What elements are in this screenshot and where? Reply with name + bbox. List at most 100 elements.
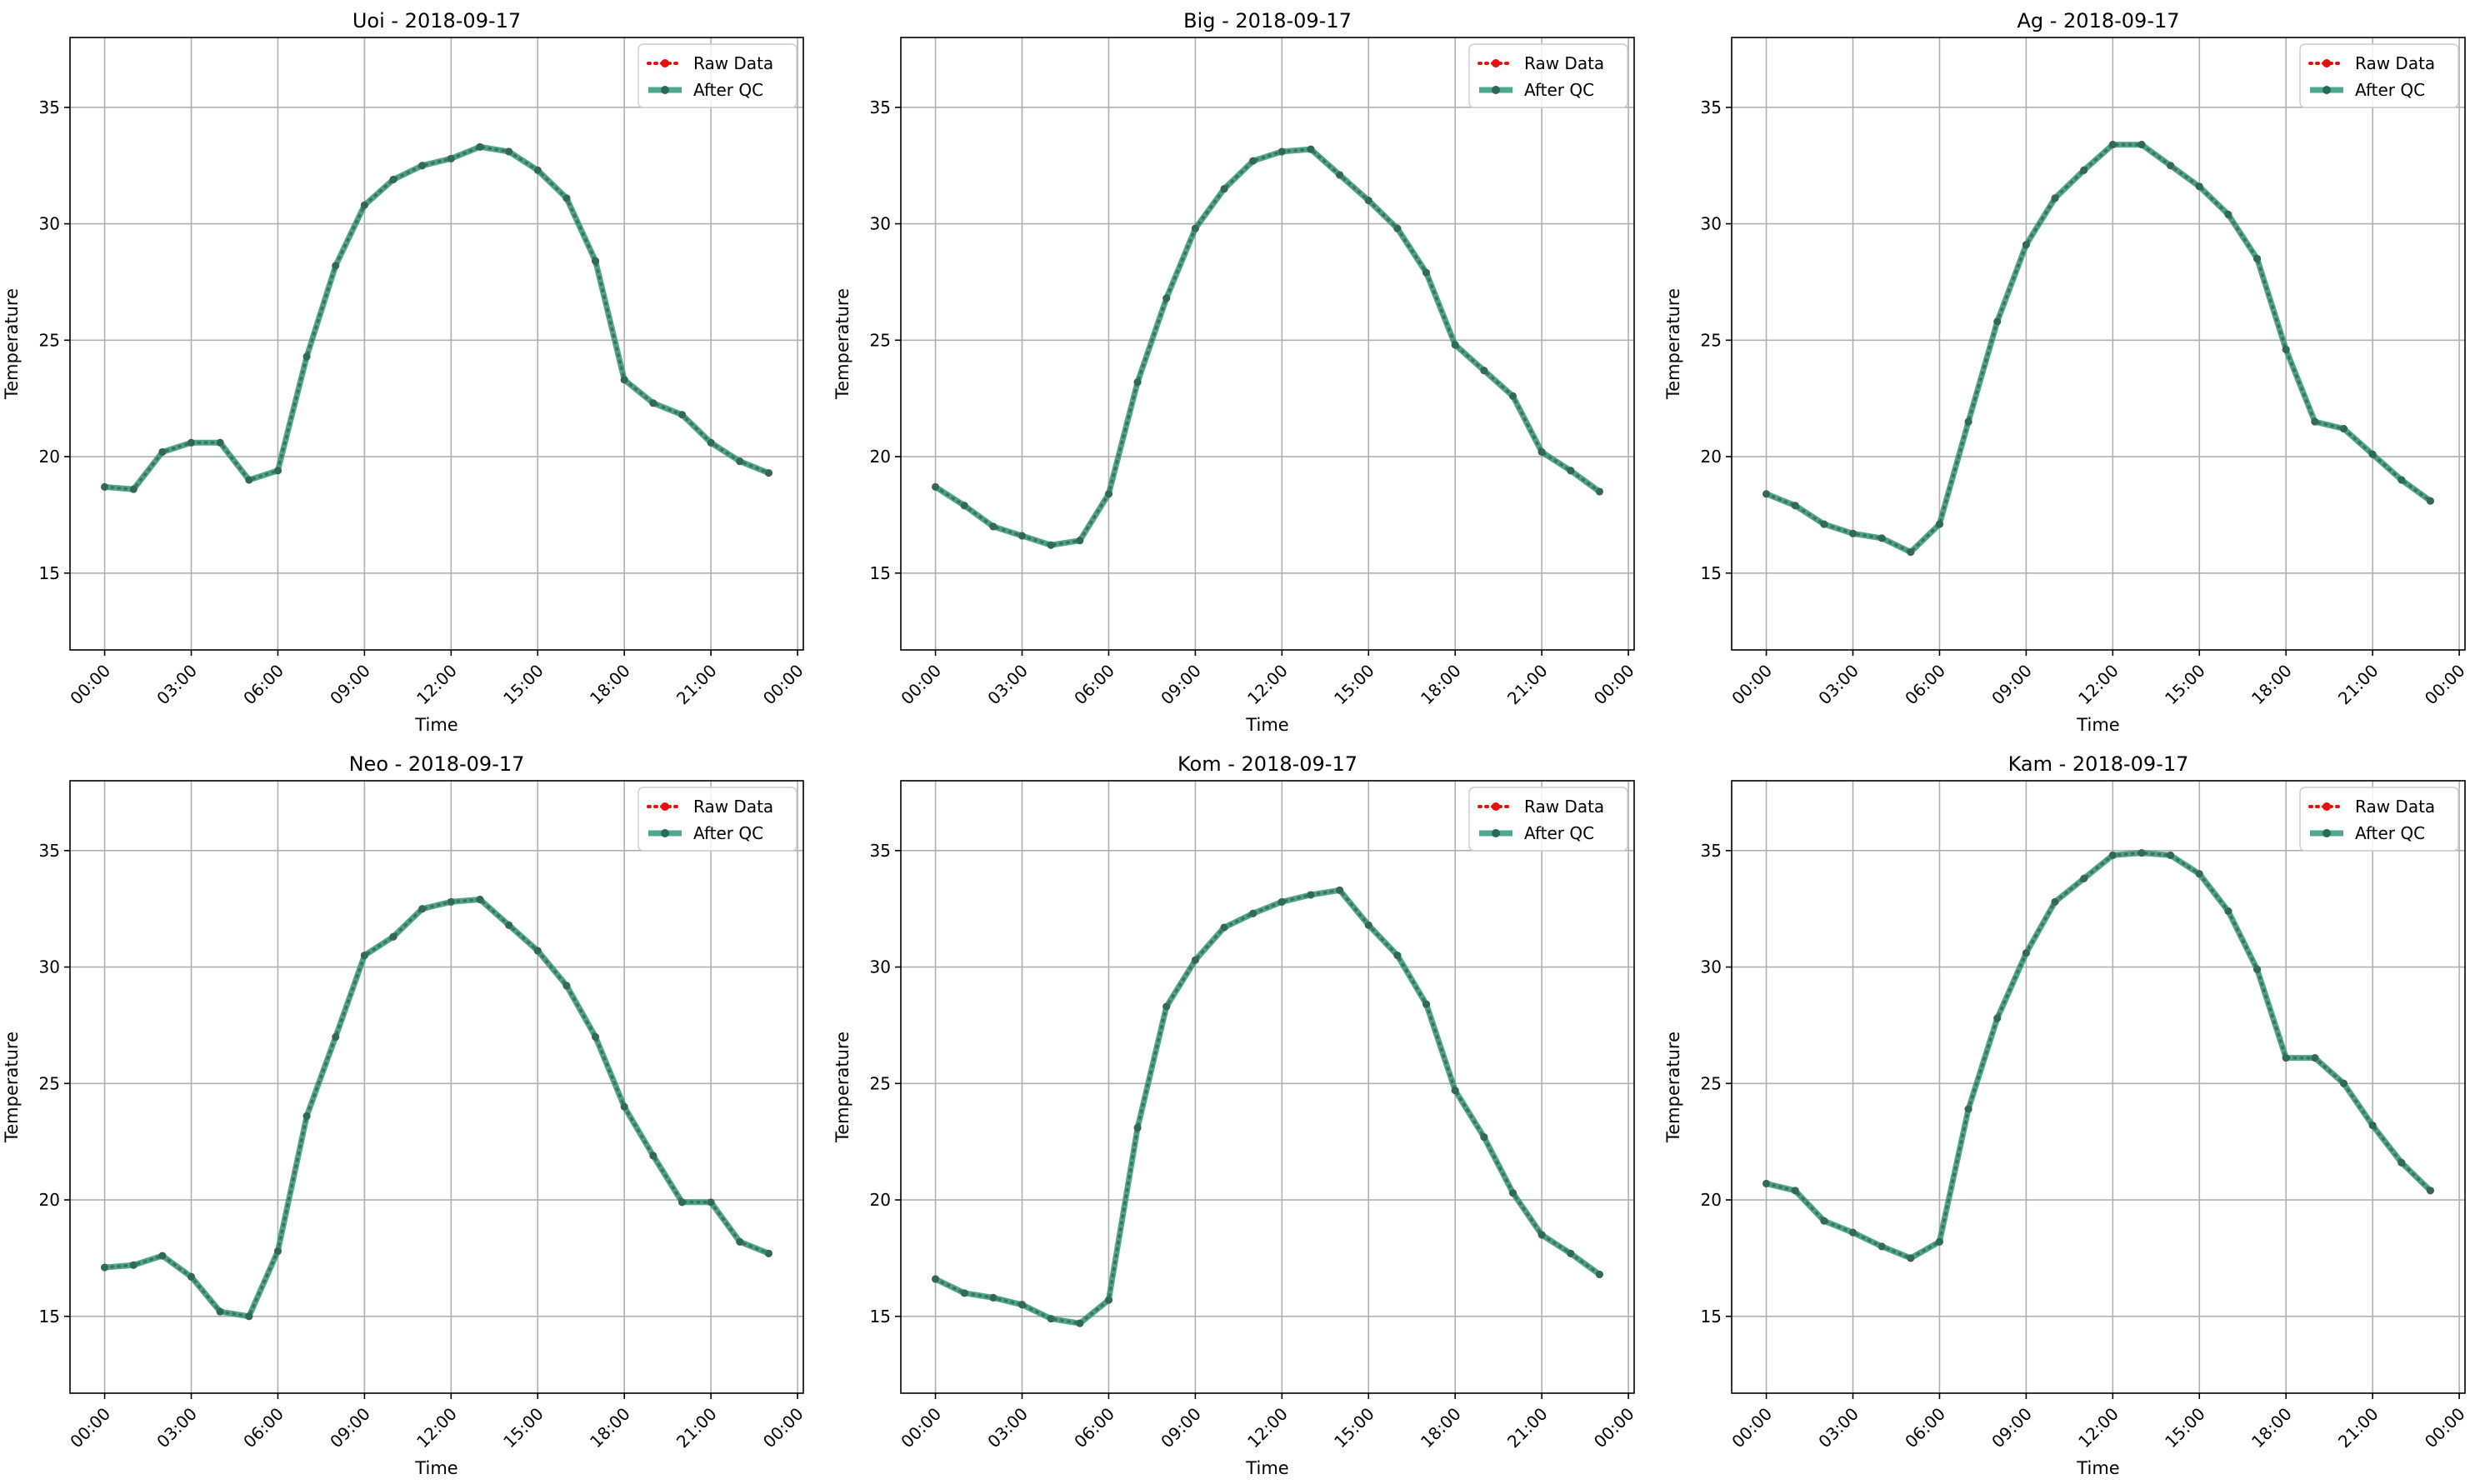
legend-qc-marker xyxy=(2322,829,2331,837)
after-qc-point xyxy=(245,1312,253,1321)
x-tick-label: 00:00 xyxy=(1728,661,1776,709)
after-qc-point xyxy=(1422,1000,1431,1008)
after-qc-point xyxy=(1047,541,1055,549)
legend: Raw Data After QC xyxy=(1468,787,1628,852)
after-qc-point xyxy=(2282,1054,2290,1062)
after-qc-point xyxy=(1249,157,1258,165)
x-tick-label: 00:00 xyxy=(2421,1404,2469,1452)
y-tick-label: 15 xyxy=(1701,1307,1722,1327)
y-tick-label: 30 xyxy=(39,957,60,977)
chart-panel-2: 00:00 03:00 06:00 09:00 12:00 15:00 18:00 21:00… xyxy=(832,9,1638,735)
after-qc-point xyxy=(1076,537,1084,545)
x-axis-label: Time xyxy=(414,715,458,735)
legend-qc-label: After QC xyxy=(2355,823,2425,843)
x-tick-label: 09:00 xyxy=(326,661,374,709)
x-tick-label: 00:00 xyxy=(897,661,945,709)
x-tick-label: 12:00 xyxy=(412,1404,461,1452)
legend-raw-marker xyxy=(1492,59,1500,67)
y-tick-label: 30 xyxy=(1701,214,1722,234)
x-tick-label: 21:00 xyxy=(2334,1404,2382,1452)
after-qc-point xyxy=(764,469,772,477)
x-tick-label: 21:00 xyxy=(1503,1404,1552,1452)
y-axis-label: Temperature xyxy=(2,288,22,400)
x-tick-label: 09:00 xyxy=(1157,661,1205,709)
after-qc-point xyxy=(1047,1315,1055,1323)
x-tick-label: 00:00 xyxy=(897,1404,945,1452)
x-tick-label: 03:00 xyxy=(152,661,201,709)
y-tick-label: 30 xyxy=(1701,957,1722,977)
after-qc-line xyxy=(932,887,1602,1327)
x-tick-label: 15:00 xyxy=(1330,1404,1378,1452)
legend-raw-label: Raw Data xyxy=(693,53,773,73)
x-tick-label: 12:00 xyxy=(1243,661,1292,709)
legend-qc-marker xyxy=(661,829,669,837)
y-tick-label: 15 xyxy=(870,563,891,583)
chart-panel-4: 00:00 03:00 06:00 09:00 12:00 15:00 18:00 21:00… xyxy=(2,752,808,1478)
legend-qc-marker xyxy=(661,86,669,94)
x-axis-label: Time xyxy=(414,1458,458,1478)
x-tick-label: 18:00 xyxy=(2248,661,2296,709)
after-qc-point xyxy=(620,376,628,384)
raw-data-overlay xyxy=(935,147,1601,547)
after-qc-point xyxy=(592,257,600,265)
raw-data-overlay xyxy=(104,898,769,1318)
raw-data-line xyxy=(933,147,1602,547)
y-tick-label: 20 xyxy=(870,1190,891,1210)
after-qc-point xyxy=(2138,141,2146,149)
axes-frame xyxy=(900,780,1635,1394)
y-tick-label: 20 xyxy=(1701,447,1722,467)
raw-data-overlay xyxy=(1766,852,2432,1260)
after-qc-point xyxy=(1133,378,1142,387)
after-qc-point xyxy=(1820,520,1828,528)
after-qc-point xyxy=(1993,1014,2002,1022)
after-qc-point xyxy=(932,482,940,491)
y-tick-label: 35 xyxy=(39,841,60,861)
legend-qc-label: After QC xyxy=(1524,80,1594,100)
x-tick-label: 18:00 xyxy=(586,661,634,709)
after-qc-point xyxy=(1133,1123,1142,1132)
legend-raw-label: Raw Data xyxy=(1524,797,1604,817)
after-qc-point xyxy=(1849,1228,1858,1237)
chart-panel-1: 00:00 03:00 06:00 09:00 12:00 15:00 18:00 21:00… xyxy=(2,9,808,735)
x-tick-label: 03:00 xyxy=(152,1404,201,1452)
x-tick-label: 06:00 xyxy=(239,661,288,709)
after-qc-point xyxy=(101,482,109,491)
y-axis-label: Temperature xyxy=(832,1032,852,1143)
x-tick-label: 21:00 xyxy=(1503,661,1552,709)
axes-frame xyxy=(900,37,1635,651)
after-qc-point xyxy=(302,1112,311,1120)
axes-frame xyxy=(69,37,804,651)
chart-panel-6: 00:00 03:00 06:00 09:00 12:00 15:00 18:00 21:00… xyxy=(1663,752,2469,1478)
x-tick-label: 15:00 xyxy=(499,1404,548,1452)
chart-title: Neo - 2018-09-17 xyxy=(349,752,525,776)
y-tick-label: 35 xyxy=(870,97,891,117)
raw-data-overlay xyxy=(1766,143,2432,553)
after-qc-point xyxy=(273,467,282,475)
after-qc-point xyxy=(332,262,340,270)
legend-raw-marker xyxy=(2322,802,2331,811)
legend-raw-marker xyxy=(661,59,669,67)
after-qc-point xyxy=(158,447,167,456)
after-qc-point xyxy=(1104,1296,1112,1304)
legend-raw-marker xyxy=(1492,802,1500,811)
legend-raw-label: Raw Data xyxy=(693,797,773,817)
y-tick-label: 25 xyxy=(1701,330,1722,350)
after-qc-point xyxy=(736,1237,744,1246)
after-qc-point xyxy=(2339,425,2348,433)
y-tick-label: 35 xyxy=(39,97,60,117)
x-tick-label: 00:00 xyxy=(1728,1404,1776,1452)
x-tick-label: 12:00 xyxy=(412,661,461,709)
after-qc-point xyxy=(476,896,484,904)
y-tick-label: 15 xyxy=(39,1307,60,1327)
legend: Raw Data After QC xyxy=(1468,43,1628,108)
after-qc-point xyxy=(2138,849,2146,857)
legend: Raw Data After QC xyxy=(2299,787,2459,852)
raw-data-line xyxy=(1764,851,2432,1261)
after-qc-point xyxy=(1791,1187,1799,1195)
after-qc-point xyxy=(1076,1319,1084,1327)
x-tick-label: 09:00 xyxy=(1988,1404,2036,1452)
chart-title: Ag - 2018-09-17 xyxy=(2017,9,2179,32)
y-tick-label: 20 xyxy=(1701,1190,1722,1210)
y-tick-label: 25 xyxy=(39,1073,60,1093)
